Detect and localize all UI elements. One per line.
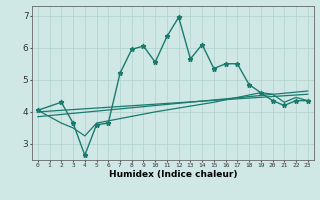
X-axis label: Humidex (Indice chaleur): Humidex (Indice chaleur) — [108, 170, 237, 179]
